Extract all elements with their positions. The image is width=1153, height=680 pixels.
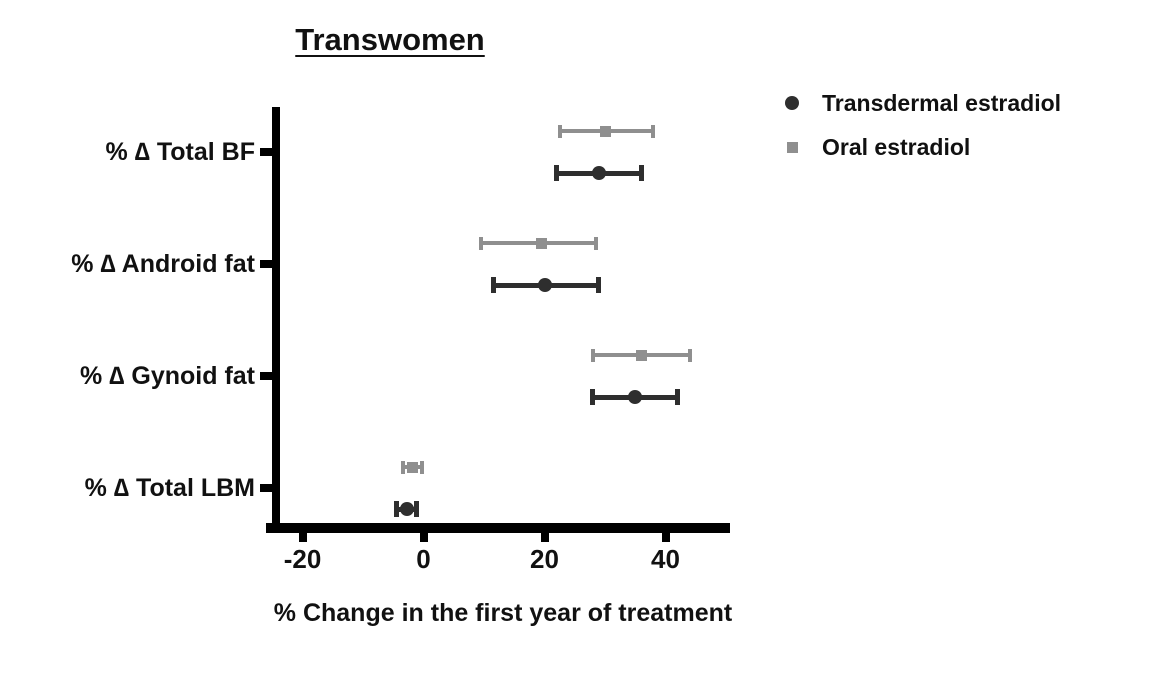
circle-marker [628, 390, 643, 404]
error-bar-cap [687, 348, 692, 362]
error-bar-cap [393, 501, 399, 517]
square-marker [599, 125, 611, 137]
circle-marker [399, 502, 414, 516]
error-bar-cap [554, 165, 560, 181]
error-bar-cap [414, 501, 420, 517]
circle-marker [537, 278, 552, 292]
y-axis-line [272, 107, 280, 533]
y-tick [260, 260, 273, 268]
chart-title: Transwomen [295, 22, 485, 57]
y-tick [260, 372, 273, 380]
x-axis-title: % Change in the first year of treatment [273, 599, 733, 627]
error-bar-cap [638, 165, 644, 181]
error-bar-cap [590, 348, 595, 362]
category-label: % ∆ Total BF [105, 138, 255, 166]
legend-marker-box [778, 96, 806, 110]
error-bar-cap [557, 124, 562, 138]
error-bar-cap [593, 236, 598, 250]
error-bar-cap [400, 460, 405, 474]
legend-marker-box [778, 141, 806, 153]
x-tick [298, 533, 307, 542]
y-tick [260, 148, 273, 156]
x-tick [540, 533, 549, 542]
x-axis-line [266, 523, 730, 533]
circle-marker-icon [785, 96, 799, 110]
legend-label-transdermal: Transdermal estradiol [822, 89, 1062, 116]
error-bar-cap [590, 389, 596, 405]
legend-item-oral: Oral estradiol [778, 132, 1061, 162]
x-tick-label: 0 [416, 544, 431, 574]
legend: Transdermal estradiol Oral estradiol [778, 88, 1061, 162]
square-marker [635, 349, 647, 361]
error-bar-cap [420, 460, 425, 474]
error-bar-cap [651, 124, 656, 138]
legend-item-transdermal: Transdermal estradiol [778, 88, 1061, 118]
x-tick-label: 20 [530, 544, 559, 574]
error-bar-cap [675, 389, 681, 405]
category-label: % ∆ Gynoid fat [79, 362, 255, 390]
category-label: % ∆ Android fat [71, 250, 255, 278]
circle-marker [591, 166, 606, 180]
x-tick-label: 40 [651, 544, 680, 574]
x-tick [419, 533, 428, 542]
x-tick-label: -20 [283, 544, 322, 574]
error-bar-cap [478, 236, 483, 250]
square-marker [535, 237, 547, 249]
x-tick [661, 533, 670, 542]
square-marker-icon [786, 141, 798, 153]
error-bar-cap [490, 277, 496, 293]
legend-label-oral: Oral estradiol [822, 133, 971, 160]
y-tick [260, 484, 273, 492]
error-bar-cap [596, 277, 602, 293]
category-label: % ∆ Total LBM [84, 474, 255, 502]
square-marker [407, 461, 419, 473]
